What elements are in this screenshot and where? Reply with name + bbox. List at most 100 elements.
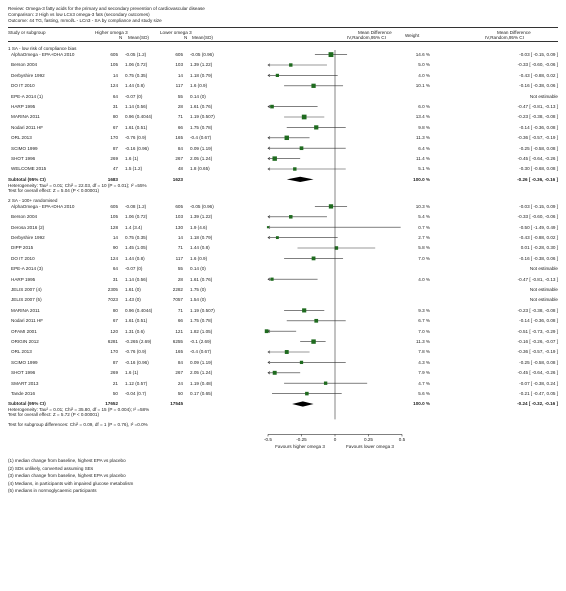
- mean-sd-higher: -0.05 (1.2): [125, 52, 147, 57]
- n-higher: 31: [112, 104, 118, 109]
- subtotal-ci: -0.26 [ -0.36, -0.16 ]: [517, 176, 558, 182]
- n-higher: 80: [112, 114, 118, 120]
- subgroup-title: 2 SA - 100+ randomised: [8, 197, 58, 203]
- md-ci-value: -0.36 [ -0.57, -0.19 ]: [517, 349, 558, 355]
- n-higher: 269: [110, 370, 118, 376]
- ci-arrow: [267, 146, 271, 150]
- subtotal-n-higher: 1683: [107, 176, 118, 182]
- weight-value: 10.1 %: [415, 83, 430, 89]
- study-name: AlphaOmega - EPA+DHA 2010: [11, 52, 75, 57]
- ci-arrow: [267, 105, 271, 109]
- mean-sd-lower: 1.6 (0.9): [190, 83, 208, 89]
- subtotal-n-lower: 1623: [172, 176, 183, 182]
- n-higher: 67: [112, 124, 118, 130]
- footnote: (4) Medians, in participants with impair…: [8, 480, 134, 486]
- n-lower: 55: [177, 266, 183, 272]
- mean-sd-lower: 1.18 (0.79): [190, 235, 213, 240]
- ci-arrow: [267, 136, 271, 140]
- overall-effect-text: Test for overall effect: Z = 5.04 (P < 0…: [8, 187, 99, 193]
- weight-value: 11.4 %: [416, 156, 430, 161]
- pooled-diamond: [286, 176, 314, 182]
- n-lower: 605: [175, 203, 183, 209]
- rule-line: [8, 41, 558, 42]
- n-higher: 6281: [107, 339, 118, 344]
- mean-sd-higher: 1.14 (0.56): [125, 276, 148, 282]
- md-ci-value: -0.36 [ -0.57, -0.19 ]: [517, 135, 558, 141]
- mean-sd-lower: 1.39 (1.22): [190, 62, 213, 68]
- review-title: Review: Omega-3 fatty acids for the prim…: [8, 6, 205, 11]
- n-lower: 28: [177, 276, 183, 282]
- weight-value: 11.3 %: [416, 339, 430, 344]
- study-name: EPE-A 2014 (3): [11, 266, 43, 272]
- study-marker: [301, 114, 307, 120]
- md-ci-value: -0.47 [ -0.81, -0.13 ]: [517, 276, 558, 282]
- n-higher: 21: [112, 380, 118, 386]
- col-md: Mean Difference: [358, 30, 392, 35]
- x-tick-label: -0.5: [264, 437, 272, 443]
- study-marker: [311, 256, 316, 261]
- weight-value: 9.3 %: [418, 307, 430, 313]
- ci-arrow: [267, 73, 271, 77]
- weight-value: 0.7 %: [418, 224, 430, 230]
- study-name: Nodari 2011 HF: [11, 124, 44, 130]
- ci-arrow: [267, 167, 271, 171]
- n-lower: 267: [175, 156, 183, 161]
- study-name: Nodari 2011 HF: [11, 318, 44, 324]
- weight-value: 5.4 %: [418, 214, 430, 220]
- study-marker: [284, 135, 289, 141]
- study-marker: [272, 156, 277, 161]
- mean-sd-higher: 1.6 (1): [125, 156, 139, 161]
- n-higher: 50: [112, 391, 118, 396]
- mean-sd-higher: 1.06 (0.72): [125, 214, 148, 220]
- md-ci-value: Not estimable: [529, 93, 558, 99]
- mean-sd-higher: 1.14 (0.56): [125, 104, 148, 109]
- n-higher: 105: [110, 214, 118, 220]
- md-ci-value: -0.16 [ -0.38, 0.06 ]: [519, 255, 558, 261]
- md-ci-value: -0.25 [ -0.58, 0.08 ]: [519, 359, 558, 365]
- md-ci-value: -0.33 [ -0.60, -0.06 ]: [517, 214, 558, 220]
- weight-value: 4.3 %: [418, 359, 430, 365]
- study-name: HARP 1995: [11, 104, 36, 109]
- n-lower: 50: [177, 391, 183, 396]
- n-higher: 120: [110, 328, 118, 334]
- mean-sd-lower: 1.19 (0.507): [190, 114, 215, 120]
- heterogeneity-text: Heterogeneity: Tau² = 0.01; Chi² = 35.80…: [8, 407, 150, 413]
- weight-value: 10.3 %: [415, 203, 430, 209]
- weight-value: 4.7 %: [418, 380, 430, 386]
- md-ci-value: -0.47 [ -0.81, -0.13 ]: [517, 104, 558, 109]
- ci-arrow: [267, 350, 271, 354]
- mean-sd-lower: 1.75 (0): [190, 287, 206, 292]
- overall-effect-text: Test for overall effect: Z = 5.72 (P < 0…: [8, 412, 99, 418]
- subtotal-n-higher: 17652: [105, 401, 118, 407]
- mean-sd-higher: 1.06 (0.72): [125, 62, 148, 68]
- mean-sd-higher: 0.96 (0.4044): [125, 114, 153, 120]
- study-name: SHOT 1996: [11, 156, 36, 161]
- n-higher: 2305: [107, 287, 118, 292]
- mean-sd-higher: -0.265 (2.69): [125, 339, 152, 344]
- study-marker: [270, 104, 274, 109]
- col-md-sub: IV,Random,95% CI: [347, 35, 386, 40]
- mean-sd-lower: -0.1 (2.69): [190, 339, 212, 344]
- x-tick-label: 0: [333, 437, 337, 443]
- study-marker: [311, 339, 316, 344]
- weight-value: 7.0 %: [418, 255, 430, 261]
- md-ci-value: -0.30 [ -0.68, 0.08 ]: [519, 166, 558, 172]
- n-lower: 48: [177, 166, 183, 172]
- n-higher: 124: [110, 255, 118, 261]
- weight-value: 4.0 %: [418, 276, 430, 282]
- study-marker: [284, 350, 289, 354]
- mean-sd-lower: 1.75 (0.78): [190, 124, 213, 130]
- n-lower: 66: [177, 124, 183, 130]
- ci-arrow: [267, 215, 271, 219]
- mean-sd-higher: -0.07 (0): [125, 266, 143, 272]
- n-lower: 84: [177, 359, 183, 365]
- study-marker: [314, 318, 319, 323]
- study-name: DO IT 2010: [11, 83, 35, 89]
- footnote: (2) SDs unlikely, converted assuming SEs: [8, 465, 94, 471]
- n-lower: 71: [177, 245, 183, 251]
- ci-arrow: [267, 157, 271, 161]
- study-marker: [302, 308, 307, 313]
- study-name: SMART 2013: [11, 380, 39, 386]
- ci-arrow: [267, 371, 271, 375]
- mean-sd-lower: 1.19 (0.48): [190, 380, 213, 386]
